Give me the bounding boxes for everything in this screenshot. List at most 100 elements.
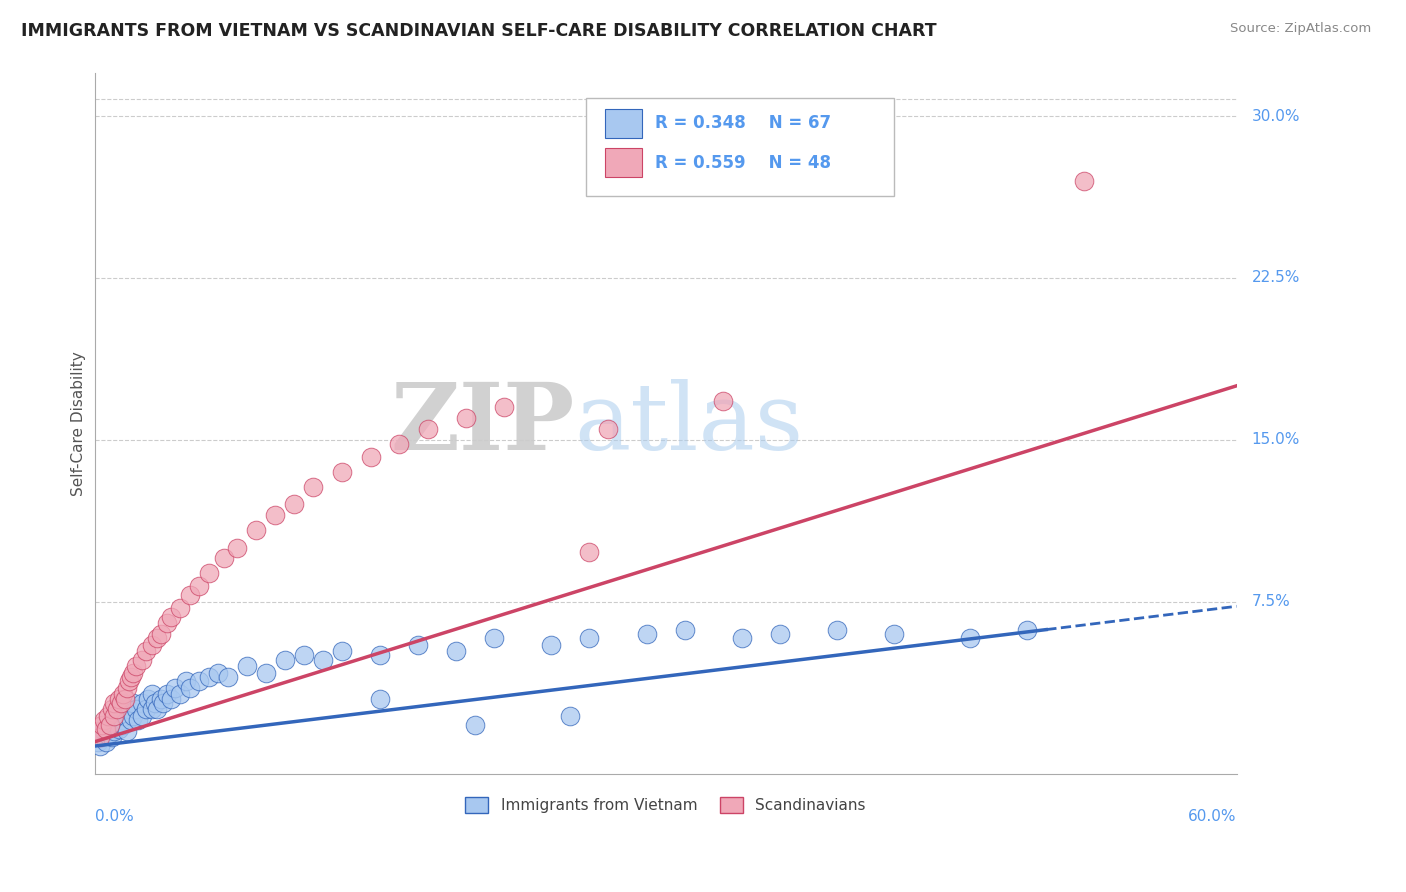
Point <box>107 709 129 723</box>
Point <box>454 411 477 425</box>
Text: 7.5%: 7.5% <box>1251 594 1291 609</box>
Text: ZIP: ZIP <box>389 378 574 468</box>
Point <box>302 480 325 494</box>
Point <box>578 545 600 559</box>
Point <box>114 691 136 706</box>
Point <box>406 638 429 652</box>
Point <box>264 508 287 523</box>
Point <box>100 731 122 745</box>
Point <box>188 674 211 689</box>
Point <box>368 648 391 663</box>
Point <box>254 665 277 680</box>
Point <box>169 601 191 615</box>
Point <box>120 670 142 684</box>
Text: R = 0.559    N = 48: R = 0.559 N = 48 <box>655 153 831 172</box>
Point <box>312 653 335 667</box>
Point <box>540 638 562 652</box>
Point <box>169 687 191 701</box>
Y-axis label: Self-Care Disability: Self-Care Disability <box>72 351 86 496</box>
Text: 15.0%: 15.0% <box>1251 433 1301 447</box>
Point <box>217 670 239 684</box>
Point <box>283 498 305 512</box>
Point <box>156 687 179 701</box>
Point <box>103 723 125 738</box>
Text: IMMIGRANTS FROM VIETNAM VS SCANDINAVIAN SELF-CARE DISABILITY CORRELATION CHART: IMMIGRANTS FROM VIETNAM VS SCANDINAVIAN … <box>21 22 936 40</box>
Point <box>114 709 136 723</box>
Text: R = 0.348    N = 67: R = 0.348 N = 67 <box>655 114 831 133</box>
Point <box>156 616 179 631</box>
Point <box>141 687 163 701</box>
Point <box>145 696 167 710</box>
Point <box>464 717 486 731</box>
Point <box>115 681 138 695</box>
FancyBboxPatch shape <box>605 148 641 178</box>
Point <box>1073 174 1095 188</box>
Point <box>97 728 120 742</box>
Point <box>636 627 658 641</box>
Point <box>274 653 297 667</box>
Point <box>127 713 149 727</box>
Point <box>236 659 259 673</box>
Point <box>103 709 125 723</box>
Point <box>159 691 181 706</box>
Point <box>121 696 143 710</box>
Point <box>416 422 439 436</box>
Point <box>93 713 115 727</box>
Point <box>118 674 141 689</box>
Point <box>107 702 129 716</box>
Point <box>91 717 114 731</box>
Point <box>94 735 117 749</box>
Point <box>152 696 174 710</box>
Point <box>103 696 125 710</box>
Point <box>103 713 125 727</box>
Point <box>89 731 111 745</box>
Point <box>330 465 353 479</box>
Point <box>135 644 157 658</box>
Point <box>825 623 848 637</box>
Point <box>94 722 117 736</box>
Point <box>163 681 186 695</box>
Point <box>93 723 115 738</box>
Point <box>136 691 159 706</box>
Text: 0.0%: 0.0% <box>94 809 134 824</box>
Point <box>226 541 249 555</box>
Point <box>131 653 153 667</box>
Point <box>125 659 148 673</box>
Point <box>560 709 582 723</box>
Point <box>1017 623 1039 637</box>
Point <box>87 723 110 738</box>
Point <box>150 691 173 706</box>
Point <box>110 696 132 710</box>
Point <box>492 401 515 415</box>
Text: 60.0%: 60.0% <box>1188 809 1237 824</box>
Point <box>188 579 211 593</box>
Point <box>578 631 600 645</box>
Point <box>360 450 382 464</box>
Point <box>118 702 141 716</box>
Point <box>97 709 120 723</box>
Point <box>388 437 411 451</box>
Point <box>131 709 153 723</box>
Point <box>197 670 219 684</box>
Point <box>89 739 111 753</box>
Point <box>330 644 353 658</box>
Point <box>120 713 142 727</box>
Point <box>179 681 201 695</box>
Point <box>959 631 981 645</box>
Legend: Immigrants from Vietnam, Scandinavians: Immigrants from Vietnam, Scandinavians <box>460 791 872 819</box>
Point <box>100 702 122 716</box>
Point <box>108 691 131 706</box>
Point <box>98 717 121 731</box>
Text: 22.5%: 22.5% <box>1251 270 1301 285</box>
Point <box>197 566 219 581</box>
Point <box>769 627 792 641</box>
Point <box>711 393 734 408</box>
Point <box>598 422 620 436</box>
Point <box>112 687 135 701</box>
Point <box>141 702 163 716</box>
Point <box>368 691 391 706</box>
Point <box>125 702 148 716</box>
Point <box>135 702 157 716</box>
Point <box>87 735 110 749</box>
Point <box>484 631 506 645</box>
